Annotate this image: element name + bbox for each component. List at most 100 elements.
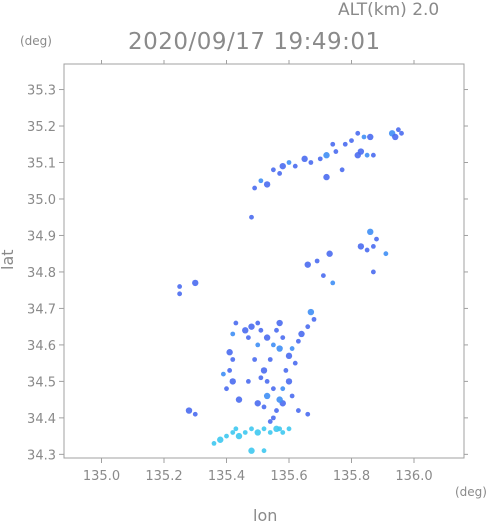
echo-point	[292, 360, 298, 366]
echo-point	[276, 345, 283, 352]
radar-echoes	[177, 127, 404, 454]
x-tick-label: 135.2	[145, 469, 182, 484]
y-tick-label: 35.3	[27, 84, 56, 99]
echo-point	[280, 430, 286, 435]
echo-point	[357, 243, 365, 250]
echo-point	[267, 357, 273, 362]
echo-point	[308, 160, 314, 165]
echo-point	[276, 319, 283, 327]
echo-point	[292, 163, 298, 169]
echo-point	[264, 378, 270, 384]
y-tick-label: 35.0	[27, 193, 56, 208]
echo-point	[323, 173, 330, 181]
echo-point	[339, 167, 345, 173]
echo-point	[177, 291, 183, 297]
echo-point	[289, 346, 295, 351]
echo-point	[298, 330, 305, 338]
echo-point	[314, 258, 320, 264]
y-tick-label: 34.9	[27, 229, 56, 244]
echo-point	[192, 411, 198, 417]
echo-point	[263, 334, 271, 341]
echo-point	[317, 156, 323, 162]
x-axis-ticks: 135.0 135.2 135.4 135.6 135.8 136.0	[83, 60, 433, 484]
echo-point	[227, 368, 233, 373]
x-tick-label: 135.0	[83, 469, 120, 484]
echo-point	[235, 432, 243, 440]
echo-point	[230, 430, 236, 435]
echo-point	[245, 378, 251, 384]
echo-point	[233, 320, 239, 326]
echo-point	[285, 352, 293, 360]
echo-point	[270, 342, 276, 348]
echo-point	[367, 133, 374, 141]
echo-point	[233, 426, 239, 432]
y-tick-label: 35.2	[27, 120, 56, 135]
echo-point	[286, 426, 292, 432]
echo-point	[374, 236, 379, 242]
x-axis-label: lon	[253, 506, 277, 521]
echo-point	[254, 400, 261, 407]
echo-point	[361, 134, 367, 140]
echo-point	[320, 273, 326, 278]
y-tick-label: 34.7	[27, 302, 56, 317]
y-tick-label: 34.6	[27, 339, 56, 354]
x-unit-label: (deg)	[455, 485, 487, 499]
plot-frame	[63, 63, 465, 459]
echo-point	[370, 269, 376, 275]
echo-point	[254, 429, 261, 436]
y-tick-label: 34.8	[27, 266, 56, 281]
echo-point	[249, 426, 254, 432]
echo-point	[383, 251, 389, 257]
echo-point	[263, 392, 271, 400]
echo-point	[342, 141, 348, 147]
altitude-label: ALT(km) 2.0	[338, 0, 439, 20]
echo-point	[301, 155, 308, 163]
echo-point	[276, 396, 283, 403]
echo-point	[286, 160, 292, 165]
echo-point	[326, 250, 333, 257]
y-tick-label: 34.3	[27, 448, 56, 463]
echo-point	[280, 335, 286, 341]
y-tick-label: 34.5	[27, 375, 56, 390]
echo-point	[367, 228, 374, 236]
echo-point	[364, 152, 370, 158]
y-axis-ticks: 34.3 34.4 34.5 34.6 34.7 34.8 34.9 35.0 35.1 35.2…	[27, 84, 468, 463]
echo-point	[333, 149, 339, 154]
echo-point	[260, 367, 268, 374]
echo-point	[399, 130, 404, 136]
echo-point	[295, 408, 301, 413]
echo-point	[395, 127, 401, 133]
echo-point	[285, 378, 293, 385]
echo-point	[252, 185, 258, 191]
echo-point	[235, 396, 243, 403]
y-tick-label: 34.4	[27, 412, 56, 427]
echo-point	[267, 430, 273, 435]
echo-point	[273, 425, 280, 433]
echo-point	[245, 335, 251, 341]
echo-point	[267, 419, 273, 424]
echo-point	[295, 338, 301, 344]
echo-point	[248, 323, 255, 330]
x-tick-label: 136.0	[395, 469, 432, 484]
echo-point	[277, 171, 283, 176]
echo-point	[226, 349, 233, 356]
echo-point	[274, 327, 279, 333]
echo-point	[263, 181, 271, 188]
echo-point	[261, 404, 267, 410]
echo-point	[185, 407, 193, 414]
echo-point	[270, 167, 276, 173]
echo-point	[311, 316, 317, 322]
echo-point	[270, 386, 276, 392]
echo-point	[355, 130, 361, 136]
echo-point	[270, 415, 276, 421]
echo-point	[255, 320, 261, 326]
echo-point	[258, 327, 264, 333]
echo-point	[283, 368, 289, 373]
echo-point	[224, 386, 229, 392]
echo-point	[255, 342, 261, 348]
echo-point	[280, 386, 286, 392]
echo-point	[261, 448, 267, 454]
echo-point	[258, 178, 264, 184]
echo-point	[330, 280, 336, 286]
